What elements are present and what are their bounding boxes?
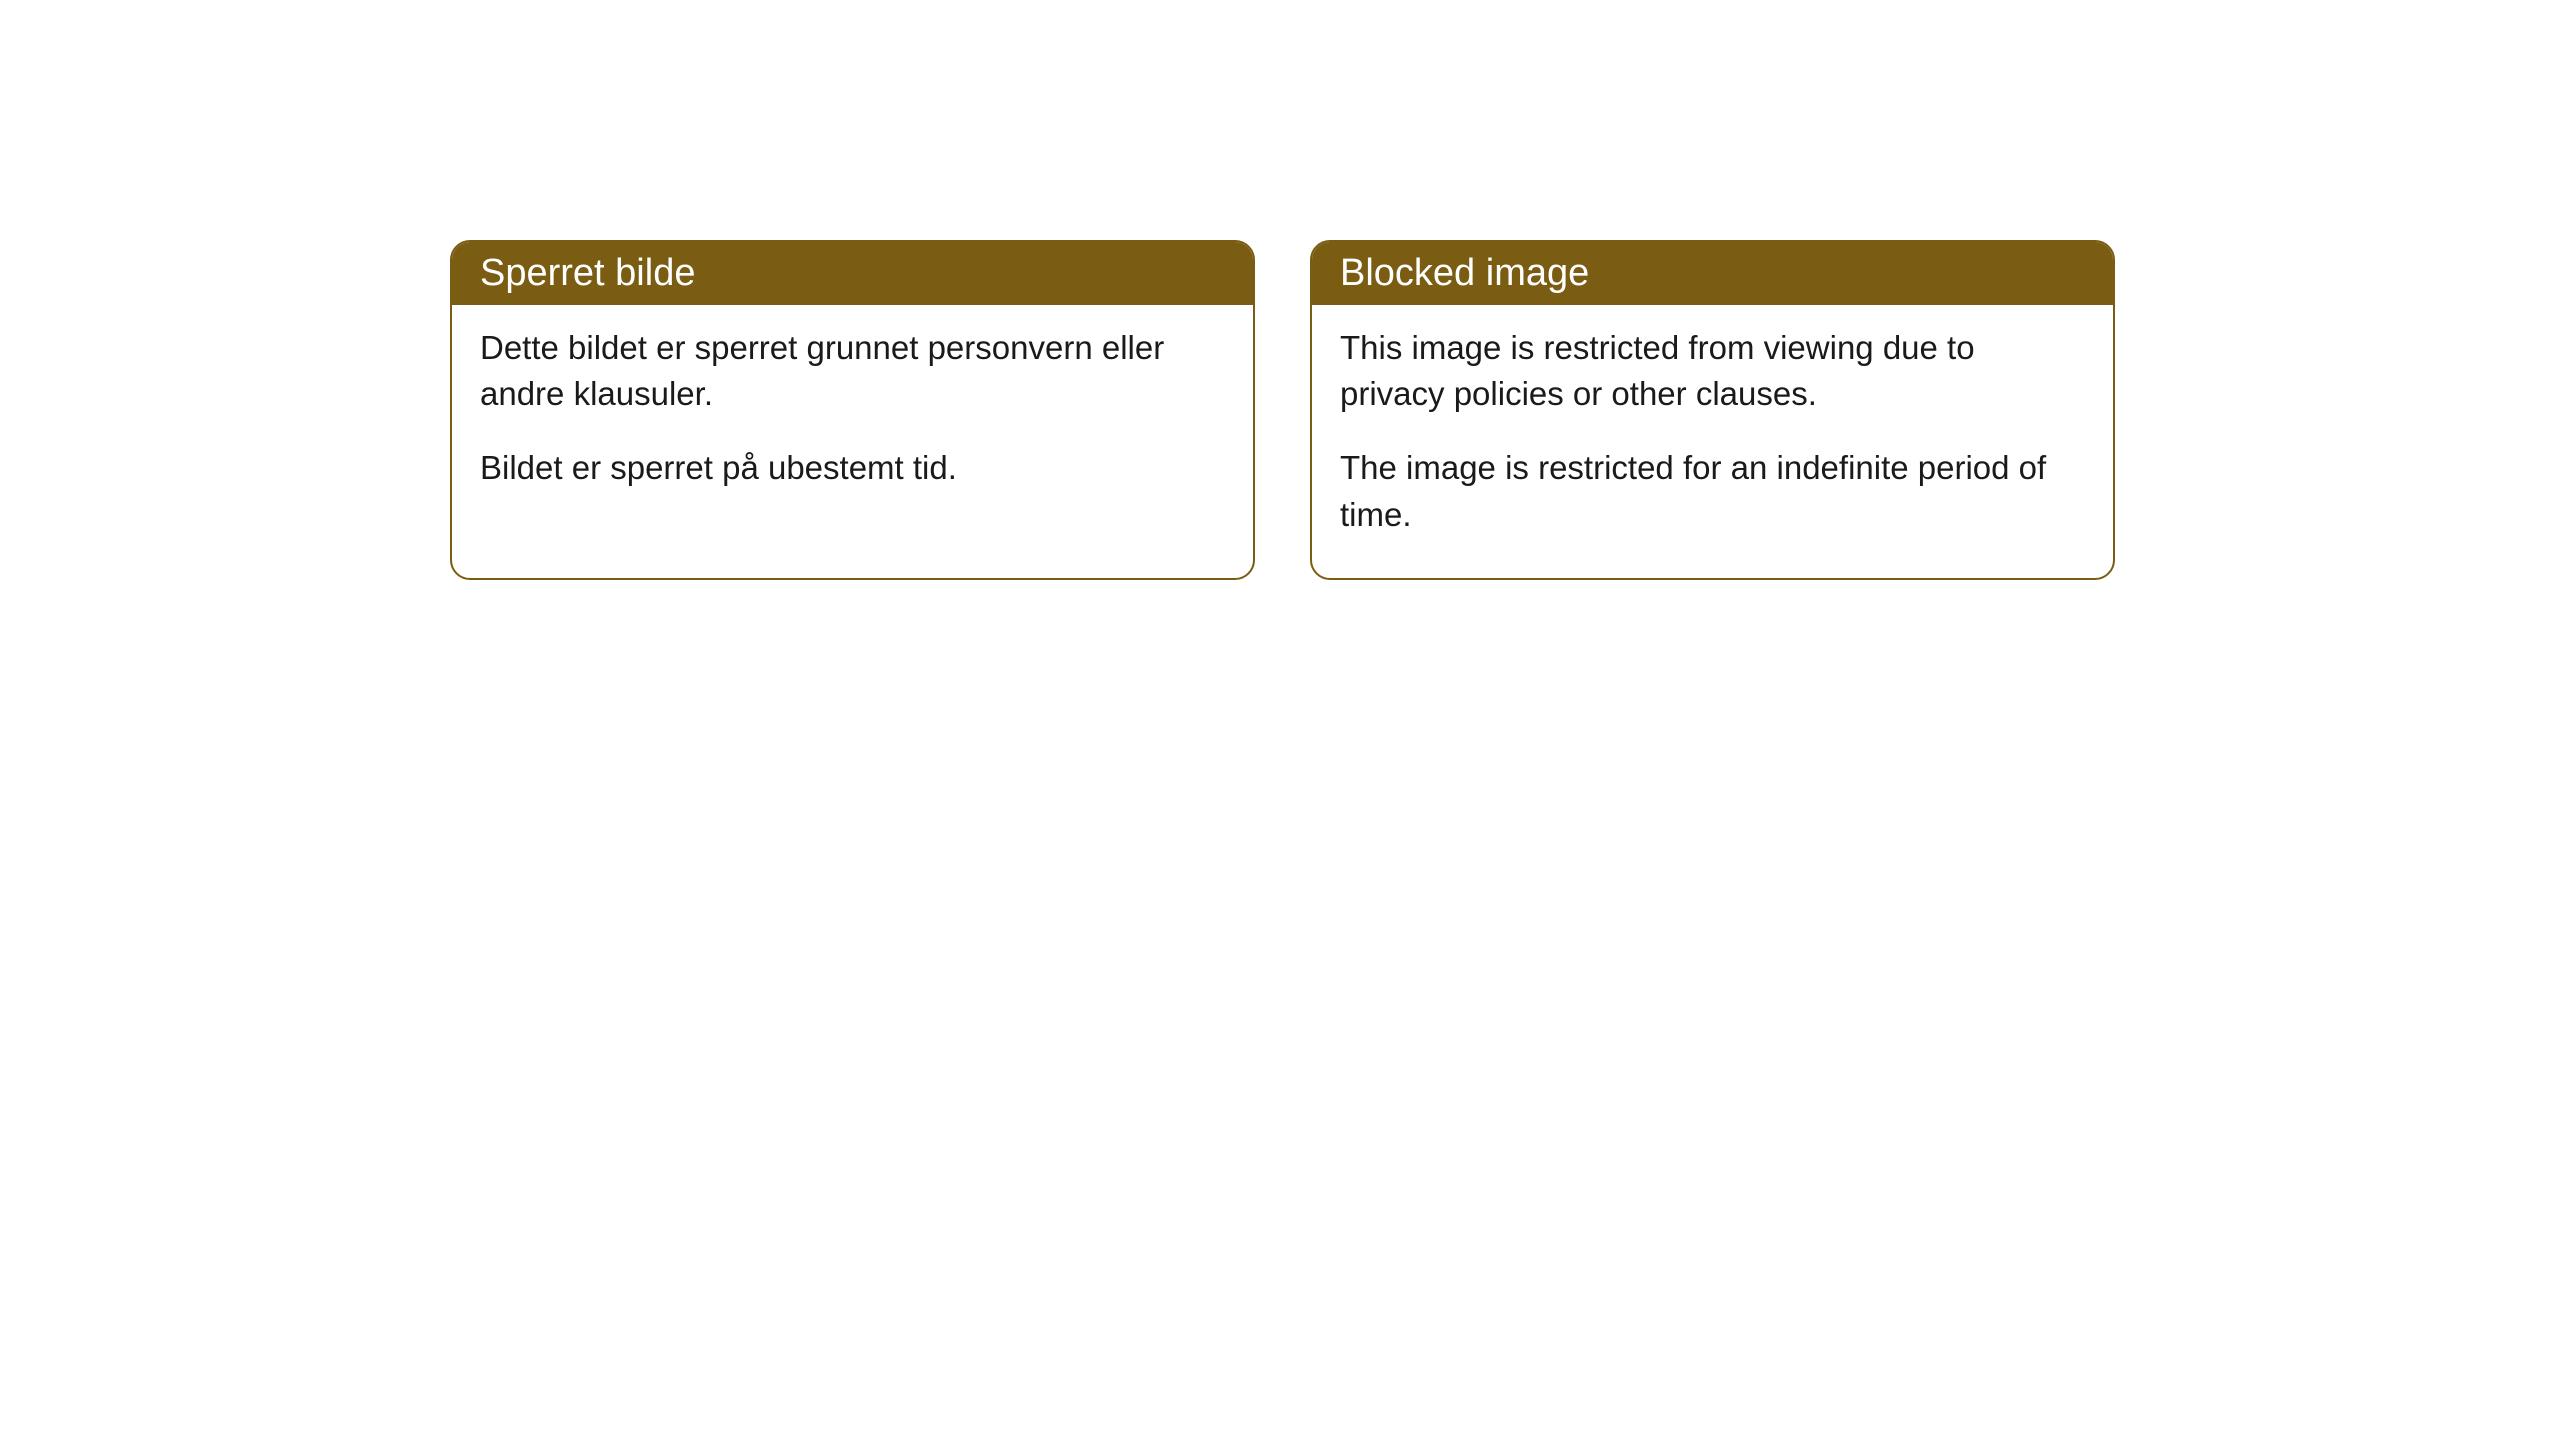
card-title: Blocked image xyxy=(1340,252,1589,294)
blocked-image-card-no: Sperret bilde Dette bildet er sperret gr… xyxy=(450,240,1255,580)
card-paragraph: Dette bildet er sperret grunnet personve… xyxy=(480,325,1225,417)
card-paragraph: Bildet er sperret på ubestemt tid. xyxy=(480,445,1225,491)
card-body: Dette bildet er sperret grunnet personve… xyxy=(452,305,1253,532)
card-header: Sperret bilde xyxy=(452,242,1253,305)
blocked-image-card-en: Blocked image This image is restricted f… xyxy=(1310,240,2115,580)
card-header: Blocked image xyxy=(1312,242,2113,305)
card-body: This image is restricted from viewing du… xyxy=(1312,305,2113,578)
card-paragraph: This image is restricted from viewing du… xyxy=(1340,325,2085,417)
cards-container: Sperret bilde Dette bildet er sperret gr… xyxy=(450,240,2115,580)
card-paragraph: The image is restricted for an indefinit… xyxy=(1340,445,2085,537)
card-title: Sperret bilde xyxy=(480,252,695,294)
